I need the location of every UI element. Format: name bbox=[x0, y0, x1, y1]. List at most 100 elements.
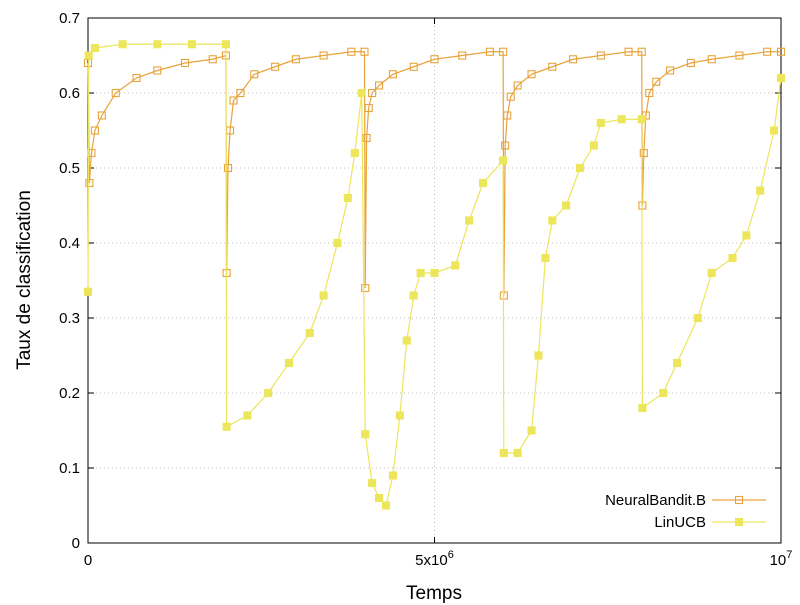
data-point bbox=[596, 51, 605, 60]
data-point bbox=[735, 51, 744, 60]
data-point bbox=[506, 92, 515, 101]
y-tick-label: 0.2 bbox=[59, 385, 80, 402]
data-point bbox=[223, 163, 233, 173]
data-point bbox=[430, 268, 439, 278]
x-tick-label: 5x106 bbox=[415, 549, 454, 569]
grid-layer bbox=[88, 18, 781, 543]
data-point bbox=[208, 55, 217, 64]
data-point bbox=[222, 422, 231, 431]
data-point bbox=[84, 51, 93, 60]
data-point bbox=[264, 388, 273, 398]
data-point bbox=[645, 88, 654, 98]
y-tick-label: 0.1 bbox=[59, 460, 80, 477]
data-point bbox=[575, 163, 585, 173]
data-point bbox=[499, 448, 508, 458]
data-point bbox=[527, 426, 536, 435]
data-point bbox=[388, 70, 397, 79]
data-point bbox=[652, 77, 661, 86]
data-point bbox=[291, 55, 300, 64]
data-point bbox=[513, 448, 522, 458]
data-point bbox=[395, 411, 404, 420]
data-point bbox=[503, 111, 512, 120]
data-point bbox=[361, 283, 370, 293]
data-point bbox=[707, 55, 716, 64]
data-point bbox=[756, 186, 765, 195]
data-point bbox=[243, 411, 252, 420]
data-point bbox=[402, 336, 411, 345]
data-point bbox=[707, 268, 716, 278]
plot-frame bbox=[87, 17, 782, 544]
data-point bbox=[541, 253, 550, 263]
data-point bbox=[499, 47, 508, 56]
data-point bbox=[728, 253, 737, 263]
data-point bbox=[85, 178, 94, 188]
x-tick-label: 0 bbox=[84, 552, 92, 569]
y-tick-label: 0.5 bbox=[59, 160, 80, 177]
data-point bbox=[221, 40, 230, 49]
axes-layer: 0 0.1 0.2 0.3 0.4 0.5 0.6 0.7 0 5x106 107 bbox=[59, 10, 792, 569]
series-layer bbox=[83, 40, 786, 510]
data-point bbox=[305, 328, 314, 338]
data-point bbox=[451, 261, 460, 270]
data-point bbox=[250, 70, 259, 79]
data-point bbox=[132, 73, 141, 83]
data-point bbox=[229, 96, 238, 105]
data-point bbox=[388, 471, 397, 480]
x-tick-label: 107 bbox=[770, 549, 793, 569]
data-point bbox=[534, 351, 543, 360]
series-neuralbandit-b bbox=[83, 47, 786, 300]
data-point bbox=[187, 40, 196, 49]
data-point bbox=[375, 81, 384, 90]
data-point bbox=[333, 238, 342, 248]
data-point bbox=[368, 478, 377, 488]
y-tick-label: 0.7 bbox=[59, 10, 80, 27]
data-point bbox=[548, 62, 557, 71]
data-point bbox=[97, 111, 106, 120]
data-point bbox=[637, 115, 646, 124]
data-point bbox=[83, 287, 93, 296]
data-point bbox=[381, 501, 391, 510]
data-point bbox=[686, 58, 695, 68]
data-point bbox=[90, 43, 99, 53]
data-point bbox=[776, 47, 786, 56]
data-point bbox=[361, 430, 370, 439]
data-point bbox=[465, 216, 474, 225]
data-point bbox=[364, 103, 373, 113]
data-point bbox=[375, 493, 384, 503]
data-point bbox=[416, 268, 425, 278]
legend: NeuralBandit.B LinUCB bbox=[605, 492, 766, 531]
data-point bbox=[153, 66, 162, 75]
data-point bbox=[589, 141, 598, 150]
data-point bbox=[90, 126, 99, 135]
data-point bbox=[347, 47, 356, 56]
data-point bbox=[617, 115, 626, 124]
data-point bbox=[562, 201, 571, 210]
y-tick-label: 0 bbox=[72, 535, 80, 552]
data-point bbox=[409, 62, 418, 71]
data-point bbox=[180, 58, 190, 68]
data-point bbox=[659, 388, 668, 398]
data-point bbox=[499, 156, 508, 165]
data-point bbox=[153, 40, 162, 49]
data-point bbox=[478, 178, 488, 188]
x-tick-exponent: 7 bbox=[786, 549, 792, 561]
data-point bbox=[637, 47, 646, 56]
data-point bbox=[638, 403, 647, 413]
data-point bbox=[569, 55, 578, 64]
data-point bbox=[111, 88, 120, 98]
data-point bbox=[409, 291, 418, 300]
data-point bbox=[527, 70, 536, 79]
data-point bbox=[350, 148, 359, 158]
y-tick-label: 0.3 bbox=[59, 310, 80, 327]
data-point bbox=[639, 148, 648, 158]
data-point bbox=[236, 88, 245, 98]
data-point bbox=[360, 47, 369, 56]
data-point bbox=[776, 73, 786, 83]
data-point bbox=[763, 47, 772, 56]
y-axis-title: Taux de classification bbox=[14, 190, 35, 370]
data-point bbox=[770, 126, 779, 135]
data-point bbox=[596, 118, 605, 128]
legend-marker bbox=[734, 517, 744, 527]
data-point bbox=[458, 51, 467, 60]
